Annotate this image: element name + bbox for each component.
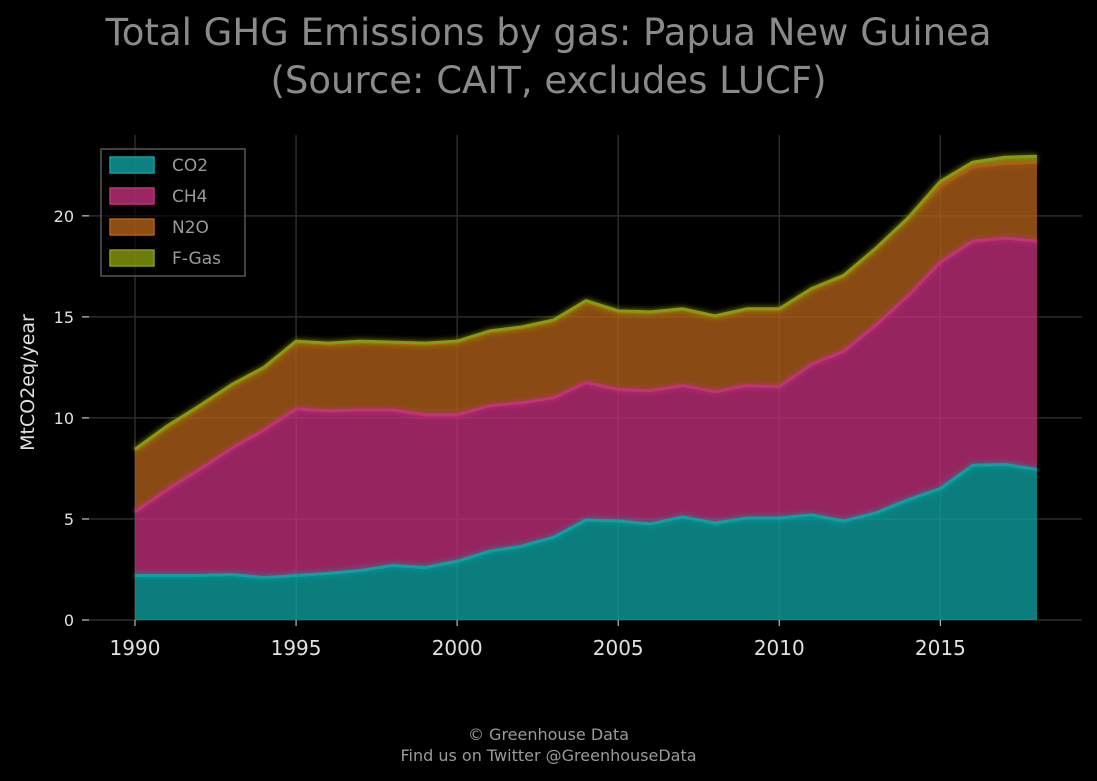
x-tick-label-1990: 1990: [110, 636, 161, 660]
x-tick-label-2005: 2005: [593, 636, 644, 660]
x-tick-label-2000: 2000: [432, 636, 483, 660]
legend-label-ch4: CH4: [172, 187, 207, 207]
area-n2o: [135, 162, 1037, 512]
area-ch4: [135, 238, 1037, 578]
line-co2: [135, 462, 1038, 580]
x-tick-label-2010: 2010: [754, 636, 805, 660]
y-tick-label-15: 15: [54, 308, 74, 327]
chart-title: Total GHG Emissions by gas: Papua New Gu…: [105, 11, 992, 54]
footer-twitter: Find us on Twitter @GreenhouseData: [400, 746, 697, 765]
y-tick-label-5: 5: [64, 510, 74, 529]
legend-swatch-ch4: [109, 187, 155, 205]
legend-label-n2o: N2O: [172, 218, 209, 238]
area-co2: [135, 464, 1037, 620]
legend-label-f-gas: F-Gas: [172, 249, 221, 269]
y-tick-label-20: 20: [54, 207, 74, 226]
y-axis-label: MtCO2eq/year: [17, 314, 39, 451]
line-f-gas: [134, 154, 1038, 451]
y-tick-label-0: 0: [64, 611, 74, 630]
x-tick-label-1995: 1995: [271, 636, 322, 660]
x-tick-label-2015: 2015: [915, 636, 966, 660]
line-ch4: [134, 236, 1038, 514]
footer-copyright: © Greenhouse Data: [467, 725, 630, 744]
legend-swatch-f-gas: [109, 249, 155, 267]
legend-label-co2: CO2: [172, 156, 208, 176]
legend-swatch-co2: [109, 156, 155, 174]
y-tick-label-10: 10: [54, 409, 74, 428]
legend-swatch-n2o: [109, 218, 155, 236]
chart-subtitle: (Source: CAIT, excludes LUCF): [270, 59, 827, 102]
